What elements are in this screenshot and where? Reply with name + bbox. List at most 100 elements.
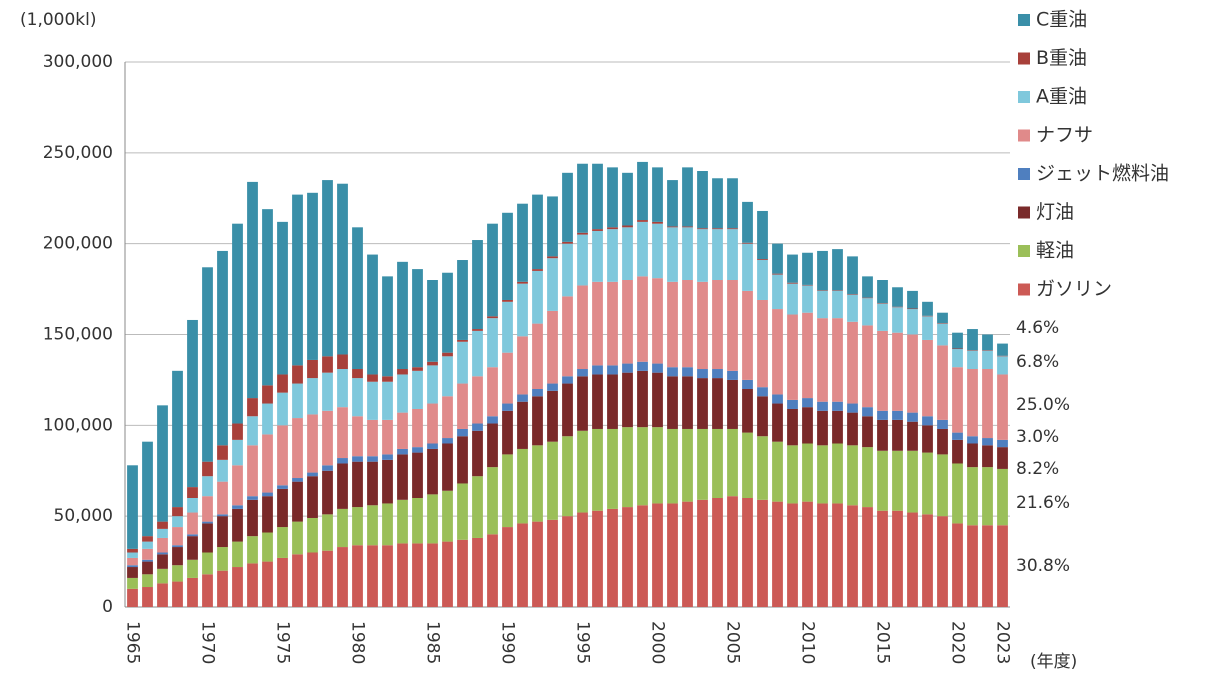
bar-segment (307, 476, 318, 518)
bar-segment (277, 485, 288, 489)
bar-segment (472, 476, 483, 538)
share-annotation: 21.6% (1016, 493, 1070, 513)
bar-segment (787, 399, 798, 409)
bar-segment (607, 167, 618, 228)
bar-segment (607, 508, 618, 607)
bar-segment (367, 545, 378, 607)
bar-segment (547, 256, 558, 259)
bar-segment (247, 499, 258, 537)
bar-segment (577, 232, 588, 235)
bar-segment (877, 303, 888, 304)
bar-segment (757, 436, 768, 500)
bar-segment (277, 425, 288, 486)
bar-segment (877, 510, 888, 607)
bar-segment (727, 496, 738, 607)
bar-segment (622, 372, 633, 428)
bar-segment (817, 290, 828, 291)
bar-segment (247, 563, 258, 607)
bar-segment (187, 536, 198, 560)
bar-segment (757, 387, 768, 397)
bar-segment (202, 552, 213, 575)
bar-segment (862, 298, 873, 326)
bar-segment (577, 369, 588, 377)
bar-segment (382, 276, 393, 377)
bar-segment (427, 365, 438, 404)
bar-segment (172, 527, 183, 546)
bar-segment (412, 269, 423, 368)
bar-segment (892, 332, 903, 411)
bar-segment (787, 314, 798, 400)
bar-segment (622, 427, 633, 508)
bar-segment (907, 334, 918, 413)
bar-segment (232, 541, 243, 568)
bar-segment (877, 330, 888, 411)
bar-segment (187, 577, 198, 607)
bar-segment (472, 376, 483, 424)
bar-segment (637, 221, 648, 277)
bar-segment (367, 505, 378, 546)
bar-segment (832, 318, 843, 402)
bar-segment (127, 588, 138, 607)
bar-segment (847, 412, 858, 446)
share-annotation: 30.8% (1016, 556, 1070, 576)
bar-segment (637, 220, 648, 222)
bar-segment (637, 505, 648, 607)
bar-segment (592, 428, 603, 511)
bar-segment (217, 547, 228, 571)
x-tick-label: 1965 (123, 621, 143, 664)
legend-label: 灯油 (1036, 201, 1074, 223)
bar-segment (442, 352, 453, 357)
bar-segment (967, 369, 978, 437)
bar-segment (922, 514, 933, 607)
bar-segment (487, 223, 498, 317)
bar-segment (382, 454, 393, 460)
bar-segment (937, 323, 948, 346)
bar-segment (367, 381, 378, 420)
bar-segment (847, 445, 858, 506)
bar-segment (427, 494, 438, 544)
bar-segment (247, 416, 258, 446)
bar-segment (847, 293, 858, 295)
bar-segment (322, 180, 333, 357)
legend-label: ジェット燃料油 (1036, 163, 1169, 185)
legend-swatch (1018, 91, 1030, 103)
bar-segment (802, 501, 813, 607)
bar-segment (772, 394, 783, 404)
bar-segment (142, 559, 153, 562)
bar-segment (772, 274, 783, 310)
bar-segment (997, 447, 1008, 469)
bar-segment (577, 512, 588, 607)
bar-segment (607, 229, 618, 282)
bar-segment (772, 501, 783, 607)
bar-segment (937, 428, 948, 455)
bar-segment (682, 376, 693, 429)
bar-segment (922, 452, 933, 515)
bar-segment (262, 532, 273, 562)
bar-segment (667, 376, 678, 429)
y-tick-label: 0 (102, 597, 113, 617)
bar-segment (172, 565, 183, 582)
bar-segment (637, 276, 648, 362)
bar-segment (247, 445, 258, 497)
legend-swatch (1018, 129, 1030, 142)
bar-segment (862, 447, 873, 508)
x-tick-label: 1980 (348, 621, 368, 664)
bar-segment (562, 383, 573, 437)
bar-segment (487, 367, 498, 417)
bar-segment (187, 512, 198, 535)
legend-label: B重油 (1036, 47, 1087, 69)
bar-segment (232, 465, 243, 506)
bar-segment (877, 450, 888, 511)
bar-segment (937, 323, 948, 324)
bar-segment (517, 448, 528, 524)
bar-segment (712, 280, 723, 370)
bar-segment (262, 209, 273, 386)
bar-segment (127, 552, 138, 558)
bar-segment (502, 352, 513, 404)
y-tick-label: 300,000 (43, 52, 113, 72)
bar-segment (187, 559, 198, 578)
bar-segment (427, 280, 438, 362)
share-annotation: 3.0% (1016, 427, 1059, 447)
bar-segment (967, 443, 978, 468)
legend-swatch (1018, 168, 1030, 180)
